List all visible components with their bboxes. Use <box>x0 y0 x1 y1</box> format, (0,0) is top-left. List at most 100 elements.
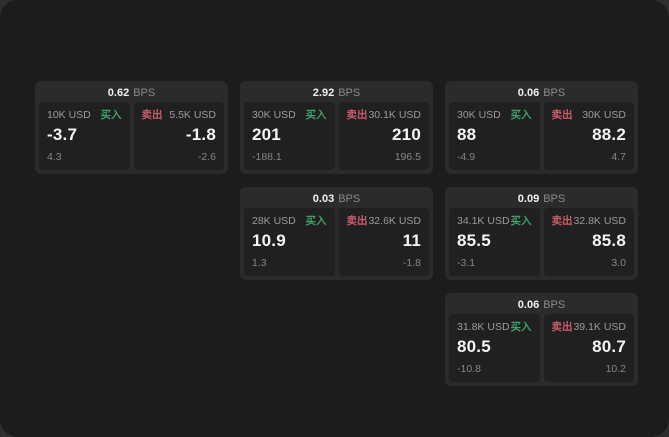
quote-panels: 30K USD 买入 201 -188.1 卖出 30.1K USD 210 1… <box>244 102 429 170</box>
bps-spread-value: 0.06 <box>517 299 540 311</box>
buy-price: -3.7 <box>47 125 78 144</box>
quote-panels: 28K USD 买入 10.9 1.3 卖出 32.6K USD 11 -1.8 <box>244 208 429 276</box>
sell-side-label: 卖出 <box>141 109 163 121</box>
quote-card: 0.06 BPS 30K USD 买入 88 -4.9 卖出 30K USD 8… <box>445 81 638 174</box>
sell-tile-header: 卖出 30.1K USD <box>347 109 422 122</box>
buy-tile-header: 34.1K USD 买入 <box>457 215 532 228</box>
sell-side-label: 卖出 <box>551 215 573 227</box>
buy-side-label: 买入 <box>100 109 122 121</box>
sell-notional: 5.5K USD <box>169 109 216 121</box>
sell-quote-tile[interactable]: 卖出 30.1K USD 210 196.5 <box>338 102 429 170</box>
buy-quote-tile[interactable]: 30K USD 买入 88 -4.9 <box>449 102 540 170</box>
sell-side-label: 卖出 <box>346 109 368 121</box>
buy-quote-tile[interactable]: 31.8K USD 买入 80.5 -10.8 <box>449 314 540 382</box>
bps-spread-value: 0.09 <box>517 193 540 205</box>
quote-card: 0.03 BPS 28K USD 买入 10.9 1.3 卖出 32.6K US… <box>240 187 433 280</box>
sell-price: 80.7 <box>592 337 626 356</box>
buy-price: 10.9 <box>252 231 286 250</box>
card-header: 0.03 BPS <box>244 191 429 208</box>
buy-side-label: 买入 <box>510 321 532 333</box>
buy-quote-tile[interactable]: 34.1K USD 买入 85.5 -3.1 <box>449 208 540 276</box>
sell-delta: 10.2 <box>605 363 626 375</box>
buy-side-label: 买入 <box>510 215 532 227</box>
quote-card: 0.06 BPS 31.8K USD 买入 80.5 -10.8 卖出 39.1… <box>445 293 638 386</box>
sell-quote-tile[interactable]: 卖出 5.5K USD -1.8 -2.6 <box>133 102 224 170</box>
bps-spread-value: 0.06 <box>517 87 540 99</box>
sell-side-label: 卖出 <box>551 321 573 333</box>
sell-delta: -1.8 <box>402 257 421 269</box>
buy-side-label: 买入 <box>305 215 327 227</box>
sell-side-label: 卖出 <box>346 215 368 227</box>
sell-price: -1.8 <box>185 125 216 144</box>
buy-tile-header: 31.8K USD 买入 <box>457 321 532 334</box>
sell-tile-header: 卖出 30K USD <box>552 109 627 122</box>
quote-card: 0.62 BPS 10K USD 买入 -3.7 4.3 卖出 5.5K USD… <box>35 81 228 174</box>
sell-quote-tile[interactable]: 卖出 39.1K USD 80.7 10.2 <box>543 314 634 382</box>
buy-notional: 10K USD <box>47 109 91 121</box>
sell-quote-tile[interactable]: 卖出 32.6K USD 11 -1.8 <box>338 208 429 276</box>
buy-notional: 31.8K USD <box>457 321 510 333</box>
buy-notional: 30K USD <box>457 109 501 121</box>
sell-notional: 30.1K USD <box>368 109 421 121</box>
bps-unit-label: BPS <box>338 193 361 205</box>
buy-notional: 30K USD <box>252 109 296 121</box>
bps-unit-label: BPS <box>543 299 566 311</box>
sell-price: 210 <box>392 125 421 144</box>
buy-price: 201 <box>252 125 281 144</box>
card-header: 2.92 BPS <box>244 85 429 102</box>
quote-panels: 10K USD 买入 -3.7 4.3 卖出 5.5K USD -1.8 -2.… <box>39 102 224 170</box>
buy-quote-tile[interactable]: 10K USD 买入 -3.7 4.3 <box>39 102 130 170</box>
buy-tile-header: 10K USD 买入 <box>47 109 122 122</box>
buy-notional: 28K USD <box>252 215 296 227</box>
buy-delta: 4.3 <box>47 151 62 163</box>
sell-notional: 32.6K USD <box>368 215 421 227</box>
sell-notional: 32.8K USD <box>573 215 626 227</box>
sell-quote-tile[interactable]: 卖出 32.8K USD 85.8 3.0 <box>543 208 634 276</box>
buy-price: 88 <box>457 125 477 144</box>
buy-price: 85.5 <box>457 231 491 250</box>
sell-notional: 39.1K USD <box>573 321 626 333</box>
sell-delta: 3.0 <box>611 257 626 269</box>
sell-delta: 4.7 <box>611 151 626 163</box>
sell-delta: 196.5 <box>394 151 421 163</box>
bps-spread-value: 2.92 <box>312 87 335 99</box>
sell-notional: 30K USD <box>582 109 626 121</box>
buy-tile-header: 30K USD 买入 <box>252 109 327 122</box>
buy-tile-header: 30K USD 买入 <box>457 109 532 122</box>
sell-quote-tile[interactable]: 卖出 30K USD 88.2 4.7 <box>543 102 634 170</box>
sell-tile-header: 卖出 32.6K USD <box>347 215 422 228</box>
quote-panels: 30K USD 买入 88 -4.9 卖出 30K USD 88.2 4.7 <box>449 102 634 170</box>
sell-side-label: 卖出 <box>551 109 573 121</box>
buy-price: 80.5 <box>457 337 491 356</box>
buy-quote-tile[interactable]: 30K USD 买入 201 -188.1 <box>244 102 335 170</box>
bps-unit-label: BPS <box>543 87 566 99</box>
buy-delta: -188.1 <box>252 151 282 163</box>
bps-unit-label: BPS <box>338 87 361 99</box>
buy-delta: 1.3 <box>252 257 267 269</box>
sell-delta: -2.6 <box>197 151 216 163</box>
sell-price: 11 <box>402 231 421 250</box>
sell-price: 88.2 <box>592 125 626 144</box>
sell-price: 85.8 <box>592 231 626 250</box>
buy-delta: -4.9 <box>457 151 476 163</box>
card-header: 0.06 BPS <box>449 85 634 102</box>
quote-panels: 34.1K USD 买入 85.5 -3.1 卖出 32.8K USD 85.8… <box>449 208 634 276</box>
bps-unit-label: BPS <box>543 193 566 205</box>
quote-card: 2.92 BPS 30K USD 买入 201 -188.1 卖出 30.1K … <box>240 81 433 174</box>
quote-card: 0.09 BPS 34.1K USD 买入 85.5 -3.1 卖出 32.8K… <box>445 187 638 280</box>
sell-tile-header: 卖出 39.1K USD <box>552 321 627 334</box>
buy-delta: -3.1 <box>457 257 476 269</box>
card-header: 0.62 BPS <box>39 85 224 102</box>
bps-spread-value: 0.03 <box>312 193 335 205</box>
bps-unit-label: BPS <box>133 87 156 99</box>
buy-notional: 34.1K USD <box>457 215 510 227</box>
buy-tile-header: 28K USD 买入 <box>252 215 327 228</box>
sell-tile-header: 卖出 32.8K USD <box>552 215 627 228</box>
card-header: 0.09 BPS <box>449 191 634 208</box>
sell-tile-header: 卖出 5.5K USD <box>142 109 217 122</box>
buy-side-label: 买入 <box>510 109 532 121</box>
buy-delta: -10.8 <box>457 363 481 375</box>
buy-side-label: 买入 <box>305 109 327 121</box>
buy-quote-tile[interactable]: 28K USD 买入 10.9 1.3 <box>244 208 335 276</box>
